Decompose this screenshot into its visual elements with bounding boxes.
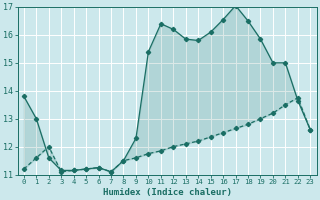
- X-axis label: Humidex (Indice chaleur): Humidex (Indice chaleur): [103, 188, 232, 197]
